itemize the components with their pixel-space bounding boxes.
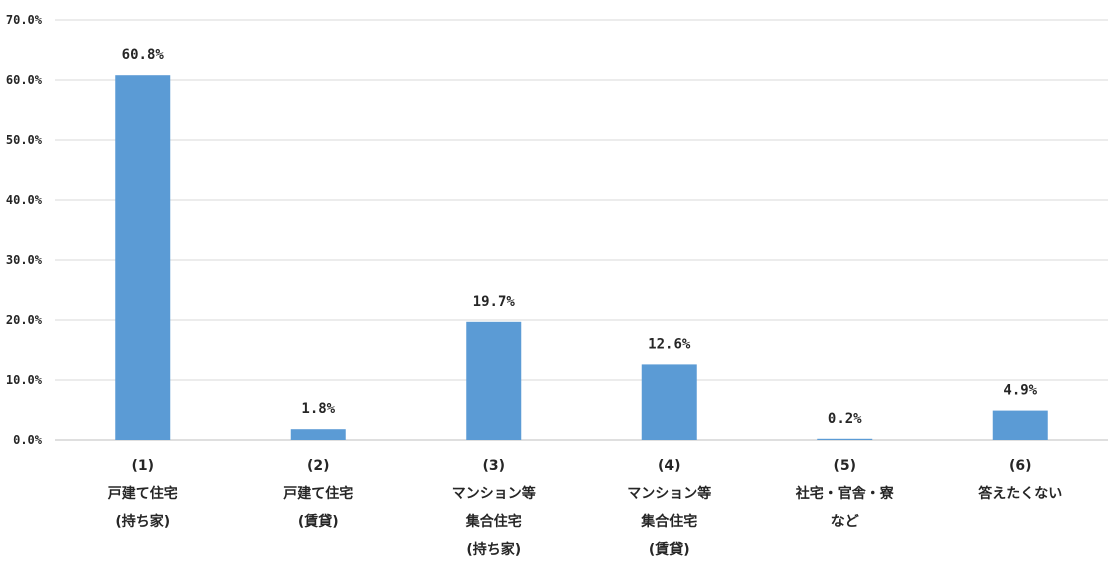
- category-label-line: (4): [658, 458, 681, 474]
- y-tick-label: 50.0%: [6, 133, 43, 147]
- category-label: (5) 社宅・官舎・寮など: [795, 458, 895, 530]
- data-label: 0.2%: [828, 411, 862, 427]
- category-label-line: マンション等: [627, 485, 711, 502]
- category-label-line: 集合住宅: [640, 513, 697, 530]
- bar: [992, 410, 1048, 440]
- y-tick-label: 40.0%: [6, 193, 43, 207]
- category-label: (3) マンション等集合住宅 (持ち家): [452, 458, 536, 558]
- data-labels: 60.8% 1.8% 19.7% 12.6% 0.2% 4.9%: [122, 47, 1038, 427]
- data-label: 19.7%: [473, 294, 516, 310]
- category-label-line: (1): [131, 458, 154, 474]
- bar: [466, 321, 522, 440]
- gridlines: [55, 19, 1108, 441]
- bars: [115, 75, 1048, 440]
- category-label-line: 答えたくない: [978, 485, 1062, 502]
- category-label-line: (賃貸): [298, 513, 339, 530]
- category-label-line: (賃貸): [649, 541, 690, 558]
- y-axis-tick-labels: 0.0% 10.0% 20.0% 30.0% 40.0% 50.0% 60.0% 70.0%: [6, 13, 43, 447]
- category-labels: (1)戸建て住宅(持ち家)(2)戸建て住宅(賃貸)(3)マンション等集合住宅(持…: [108, 458, 1063, 558]
- category-label-line: 戸建て住宅: [283, 485, 353, 502]
- category-label-line: (3): [482, 458, 505, 474]
- category-label-line: (持ち家): [466, 541, 521, 558]
- data-label: 60.8%: [122, 47, 165, 63]
- bar: [641, 364, 697, 440]
- y-tick-label: 60.0%: [6, 73, 43, 87]
- y-tick-label: 70.0%: [6, 13, 43, 27]
- data-label: 4.9%: [1003, 383, 1037, 399]
- y-tick-label: 10.0%: [6, 373, 43, 387]
- category-label-line: 戸建て住宅: [108, 485, 178, 502]
- y-tick-label: 20.0%: [6, 313, 43, 327]
- category-label-line: (持ち家): [115, 513, 170, 530]
- category-label: (4) マンション等集合住宅 (賃貸): [627, 458, 711, 558]
- y-tick-label: 30.0%: [6, 253, 43, 267]
- category-label: (1) 戸建て住宅 (持ち家): [108, 458, 178, 530]
- category-label-line: 集合住宅: [465, 513, 522, 530]
- category-label-line: (6): [1009, 458, 1032, 474]
- bar: [290, 429, 346, 440]
- category-label-line: など: [831, 514, 859, 530]
- data-label: 1.8%: [301, 401, 335, 417]
- bar: [817, 438, 873, 440]
- bar: [115, 75, 171, 440]
- category-label-line: 社宅・官舎・寮: [795, 485, 895, 502]
- category-label-line: (5): [833, 458, 856, 474]
- data-label: 12.6%: [648, 336, 691, 352]
- category-label: (6) 答えたくない: [978, 458, 1062, 502]
- y-tick-label: 0.0%: [13, 433, 43, 447]
- category-label: (2) 戸建て住宅 (賃貸): [283, 458, 353, 530]
- category-label-line: (2): [307, 458, 330, 474]
- category-label-line: マンション等: [452, 485, 536, 502]
